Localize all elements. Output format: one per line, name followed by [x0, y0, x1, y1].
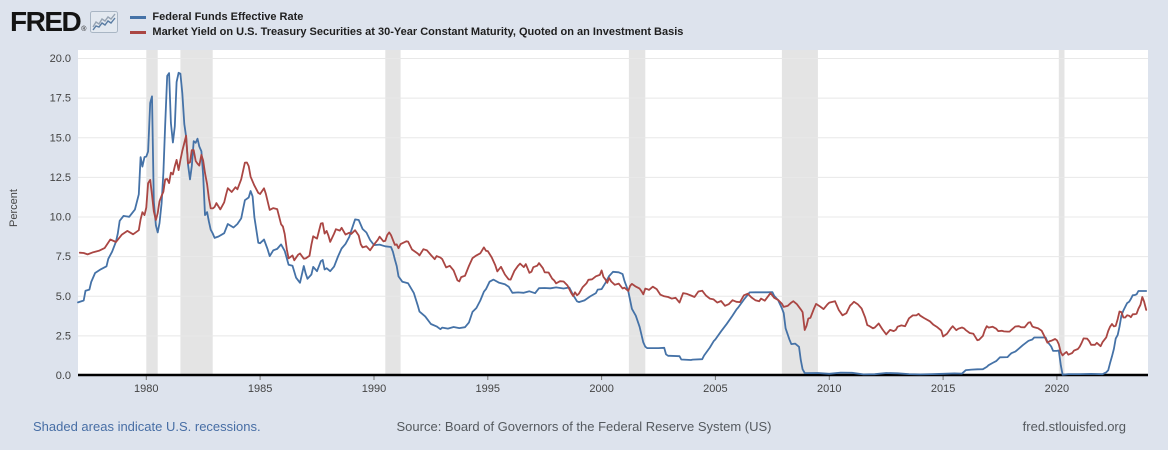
x-tick-label: 2010 [817, 383, 841, 395]
y-tick-label: 0.0 [56, 370, 71, 382]
y-tick-label: 2.5 [56, 330, 71, 342]
y-tick-label: 15.0 [50, 132, 71, 144]
x-tick-label: 2015 [931, 383, 955, 395]
source-text: Source: Board of Governors of the Federa… [396, 419, 772, 434]
plot-area [78, 50, 1148, 376]
fred-site-link[interactable]: fred.stlouisfed.org [1022, 419, 1126, 434]
y-tick-label: 5.0 [56, 291, 71, 303]
registered-trademark-mark: ® [81, 26, 87, 33]
legend-dash-red [130, 30, 147, 34]
chart-legend: Federal Funds Effective Rate Market Yiel… [130, 10, 683, 40]
recession-band [146, 50, 158, 376]
recession-band [385, 50, 401, 376]
recession-band [1058, 50, 1065, 376]
legend-label-fed-funds: Federal Funds Effective Rate [152, 11, 304, 23]
fred-logo[interactable]: FRED ® [10, 6, 119, 37]
series-line-treasury-30yr [78, 134, 1148, 357]
footer: Shaded areas indicate U.S. recessions. S… [0, 417, 1168, 443]
legend-item-treasury-30yr: Market Yield on U.S. Treasury Securities… [130, 25, 683, 39]
y-tick-label: 7.5 [56, 251, 71, 263]
x-tick-label: 1980 [134, 383, 158, 395]
recession-note-link[interactable]: Shaded areas indicate U.S. recessions. [33, 419, 261, 434]
x-tick-label: 1995 [476, 383, 500, 395]
x-tick-label: 1990 [362, 383, 386, 395]
header: FRED ® Federal Funds Effective Rate Mark… [10, 8, 683, 40]
x-tick-label: 2005 [703, 383, 727, 395]
y-tick-label: 10.0 [50, 212, 71, 224]
fred-logo-text: FRED [10, 6, 82, 37]
x-tick-label: 2000 [589, 383, 613, 395]
legend-label-treasury-30yr: Market Yield on U.S. Treasury Securities… [152, 26, 684, 38]
y-tick-label: 12.5 [50, 172, 71, 184]
x-tick-label: 2020 [1045, 383, 1069, 395]
fred-logo-chart-icon [90, 11, 119, 33]
recession-band [628, 50, 646, 376]
legend-dash-blue [130, 15, 147, 19]
series-line-fed-funds [77, 71, 1148, 376]
y-axis-title: Percent [8, 189, 20, 227]
legend-item-fed-funds: Federal Funds Effective Rate [130, 10, 683, 24]
recession-band [781, 50, 818, 376]
x-tick-label: 1985 [248, 383, 272, 395]
y-tick-label: 20.0 [50, 53, 71, 65]
y-tick-label: 17.5 [50, 93, 71, 105]
